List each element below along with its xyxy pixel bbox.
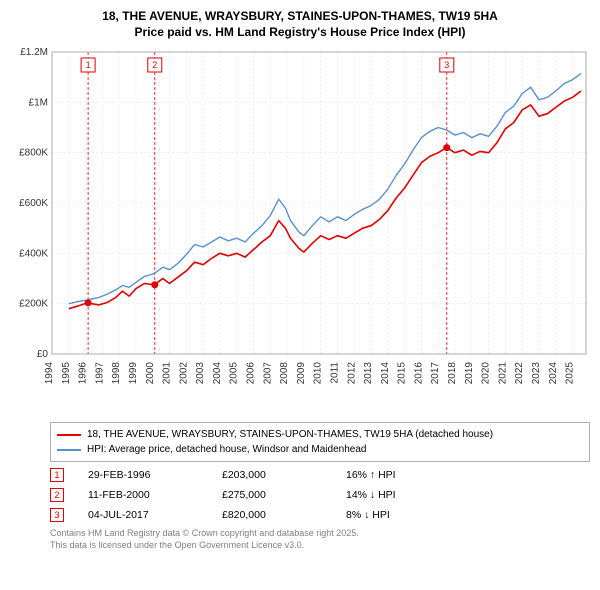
event-price: £203,000	[222, 469, 322, 481]
chart-area: £0 £200K £400K £600K £800K £1M £1.2M 1994 1995 19…	[8, 44, 592, 414]
event-date: 04-JUL-2017	[88, 509, 198, 521]
svg-text:2000: 2000	[145, 362, 156, 385]
svg-text:2012: 2012	[346, 362, 357, 385]
attribution-line-1: Contains HM Land Registry data © Crown c…	[50, 528, 590, 540]
svg-text:2006: 2006	[246, 362, 257, 385]
svg-text:£600K: £600K	[19, 198, 48, 209]
svg-text:1997: 1997	[94, 362, 105, 385]
svg-text:2007: 2007	[262, 362, 273, 385]
line-chart-svg: £0 £200K £400K £600K £800K £1M £1.2M 1994 1995 19…	[8, 44, 592, 414]
svg-text:1999: 1999	[128, 362, 139, 385]
svg-text:2009: 2009	[296, 362, 307, 385]
title-line-2: Price paid vs. HM Land Registry's House …	[8, 24, 592, 40]
svg-text:2018: 2018	[447, 362, 458, 385]
svg-text:2025: 2025	[565, 362, 576, 385]
svg-text:2019: 2019	[464, 362, 475, 385]
svg-text:2021: 2021	[497, 362, 508, 385]
svg-text:1996: 1996	[78, 362, 89, 385]
svg-text:£1M: £1M	[29, 98, 48, 109]
svg-text:£0: £0	[37, 349, 49, 360]
svg-text:2013: 2013	[363, 362, 374, 385]
legend-item: 18, THE AVENUE, WRAYSBURY, STAINES-UPON-…	[57, 427, 583, 442]
event-row: 2 11-FEB-2000 £275,000 14% ↓ HPI	[50, 488, 590, 502]
svg-text:2020: 2020	[481, 362, 492, 385]
event-number-box: 3	[50, 508, 64, 522]
svg-text:1998: 1998	[111, 362, 122, 385]
svg-text:2005: 2005	[229, 362, 240, 385]
event-price: £820,000	[222, 509, 322, 521]
svg-text:1: 1	[86, 60, 91, 70]
legend-label: HPI: Average price, detached house, Wind…	[87, 442, 366, 457]
legend-item: HPI: Average price, detached house, Wind…	[57, 442, 583, 457]
event-price: £275,000	[222, 489, 322, 501]
legend-label: 18, THE AVENUE, WRAYSBURY, STAINES-UPON-…	[87, 427, 493, 442]
svg-text:2: 2	[152, 60, 157, 70]
svg-text:2016: 2016	[413, 362, 424, 385]
svg-text:£200K: £200K	[19, 299, 48, 310]
event-hpi: 8% ↓ HPI	[346, 509, 390, 521]
svg-text:2022: 2022	[514, 362, 525, 385]
chart-title: 18, THE AVENUE, WRAYSBURY, STAINES-UPON-…	[8, 8, 592, 40]
svg-text:1995: 1995	[61, 362, 72, 385]
event-date: 11-FEB-2000	[88, 489, 198, 501]
title-line-1: 18, THE AVENUE, WRAYSBURY, STAINES-UPON-…	[8, 8, 592, 24]
svg-text:2002: 2002	[178, 362, 189, 385]
svg-text:2015: 2015	[397, 362, 408, 385]
svg-text:£400K: £400K	[19, 249, 48, 260]
svg-text:2003: 2003	[195, 362, 206, 385]
attribution-line-2: This data is licensed under the Open Gov…	[50, 540, 590, 552]
svg-text:2024: 2024	[548, 362, 559, 385]
event-table: 1 29-FEB-1996 £203,000 16% ↑ HPI 2 11-FEB-200…	[50, 468, 590, 522]
svg-text:£1.2M: £1.2M	[20, 47, 48, 58]
attribution: Contains HM Land Registry data © Crown c…	[50, 528, 590, 551]
svg-text:2010: 2010	[313, 362, 324, 385]
legend: 18, THE AVENUE, WRAYSBURY, STAINES-UPON-…	[50, 422, 590, 462]
svg-text:£800K: £800K	[19, 148, 48, 159]
event-hpi: 14% ↓ HPI	[346, 489, 396, 501]
svg-text:2023: 2023	[531, 362, 542, 385]
svg-text:2017: 2017	[430, 362, 441, 385]
event-row: 3 04-JUL-2017 £820,000 8% ↓ HPI	[50, 508, 590, 522]
event-number-box: 1	[50, 468, 64, 482]
svg-text:2004: 2004	[212, 362, 223, 385]
legend-swatch	[57, 434, 81, 436]
svg-text:2008: 2008	[279, 362, 290, 385]
svg-text:2001: 2001	[162, 362, 173, 385]
event-number-box: 2	[50, 488, 64, 502]
svg-text:2014: 2014	[380, 362, 391, 385]
svg-text:3: 3	[444, 60, 449, 70]
event-hpi: 16% ↑ HPI	[346, 469, 396, 481]
event-row: 1 29-FEB-1996 £203,000 16% ↑ HPI	[50, 468, 590, 482]
svg-text:2011: 2011	[329, 362, 340, 384]
legend-swatch	[57, 449, 81, 451]
svg-text:1994: 1994	[44, 362, 55, 385]
event-date: 29-FEB-1996	[88, 469, 198, 481]
